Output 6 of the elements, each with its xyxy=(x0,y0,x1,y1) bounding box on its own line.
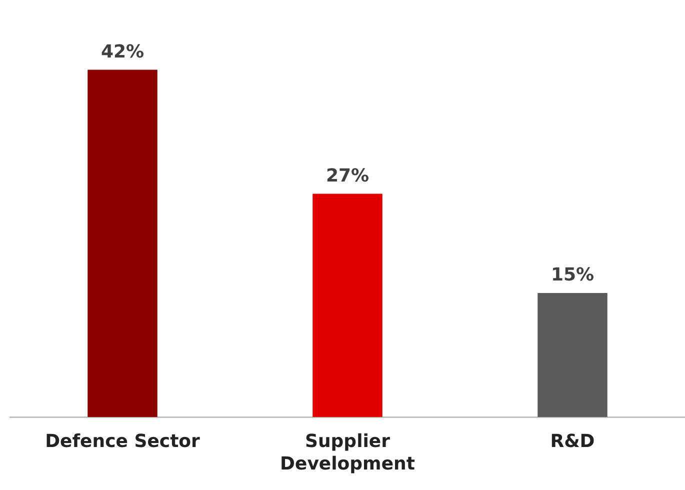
data-label: 15% xyxy=(550,264,594,286)
data-label: 42% xyxy=(100,41,144,62)
x-tick-label: Defence Sector xyxy=(45,430,200,452)
data-label: 27% xyxy=(326,165,370,186)
x-tick-label: R&D xyxy=(550,430,595,452)
x-tick-label: Supplier Development xyxy=(280,430,416,474)
